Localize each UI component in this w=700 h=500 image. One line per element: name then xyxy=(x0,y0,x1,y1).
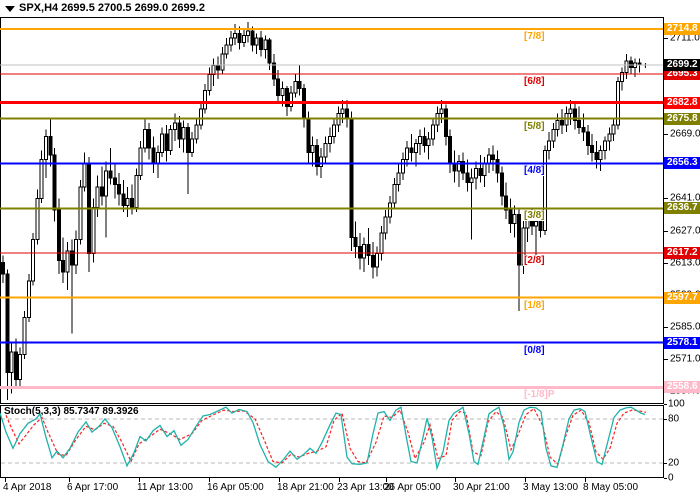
price-level-badge: 2558.6 xyxy=(664,381,700,394)
x-axis-tick-mark xyxy=(386,478,387,482)
x-axis-tick-label: 6 Apr 17:00 xyxy=(67,482,119,493)
murrey-level-label: [7/8] xyxy=(523,31,546,43)
price-level-badge: 2675.8 xyxy=(664,112,700,125)
price-level-badge: 2656.3 xyxy=(664,157,700,170)
y-axis-tick-label: 2613.0 xyxy=(670,257,700,269)
x-axis-tick-label: 8 May 05:00 xyxy=(583,482,639,493)
x-axis-tick-mark xyxy=(69,478,70,482)
stoch-scale-tick-mark xyxy=(664,477,667,479)
price-chart-canvas[interactable] xyxy=(0,17,664,404)
symbol-dropdown-icon[interactable] xyxy=(5,3,17,15)
stoch-scale-label: 20 xyxy=(668,457,680,469)
x-axis-tick-label: 26 Apr 05:00 xyxy=(384,482,441,493)
x-axis-tick-mark xyxy=(5,478,6,482)
y-axis-tick-mark xyxy=(664,262,668,264)
y-axis-tick-label: 2711.0 xyxy=(670,32,700,44)
current-price-badge: 2699.2 xyxy=(664,58,700,71)
x-axis-tick-label: 30 Apr 21:00 xyxy=(453,482,510,493)
murrey-level-label: [6/8] xyxy=(523,75,546,87)
y-axis-tick-mark xyxy=(664,134,668,136)
murrey-level-label: [4/8] xyxy=(523,165,546,177)
price-level-badge: 2714.8 xyxy=(664,23,700,36)
price-level-badge: 2617.2 xyxy=(664,246,700,259)
stoch-scale-tick-mark xyxy=(664,404,667,406)
murrey-level-label: [3/8] xyxy=(523,210,546,222)
price-level-badge: 2636.7 xyxy=(664,202,700,215)
stoch-scale-label: 0 xyxy=(668,472,674,484)
y-axis-tick-label: 2641.0 xyxy=(670,192,700,204)
murrey-level-label: [0/8] xyxy=(523,344,546,356)
murrey-level-label: [2/8] xyxy=(523,254,546,266)
price-level-badge: 2682.8 xyxy=(664,96,700,109)
y-axis-tick-label: 2627.0 xyxy=(670,225,700,237)
x-axis-tick-label: 16 Apr 05:00 xyxy=(207,482,264,493)
x-axis-tick-mark xyxy=(455,478,456,482)
x-axis-tick-label: 4 Apr 2018 xyxy=(3,482,52,493)
stoch-scale-tick-mark xyxy=(664,462,667,464)
stoch-scale-label: 80 xyxy=(668,413,680,425)
chart-title-bar: SPX,H4 2699.5 2700.5 2699.0 2699.2 xyxy=(0,0,700,17)
x-axis-tick-label: 11 Apr 13:00 xyxy=(137,482,193,493)
x-axis-tick-mark xyxy=(585,478,586,482)
x-axis-tick-label: 18 Apr 21:00 xyxy=(277,482,334,493)
x-axis-tick-mark xyxy=(139,478,140,482)
murrey-level-label: [-1/8]P xyxy=(523,389,556,401)
murrey-level-label: [1/8] xyxy=(523,299,546,311)
symbol-quote-title: SPX,H4 2699.5 2700.5 2699.0 2699.2 xyxy=(19,2,205,14)
y-axis-tick-label: 2571.0 xyxy=(670,353,700,365)
stoch-scale-tick-mark xyxy=(664,418,667,420)
price-level-badge: 2578.1 xyxy=(664,336,700,349)
y-axis-tick-mark xyxy=(664,198,668,200)
stochastic-indicator-label: Stoch(5,3,3) 85.7347 89.3926 xyxy=(4,406,139,417)
x-axis-tick-mark xyxy=(339,478,340,482)
y-axis-tick-mark xyxy=(664,326,668,328)
y-axis-tick-mark xyxy=(664,358,668,360)
y-axis-tick-mark xyxy=(664,230,668,232)
y-axis-tick-label: 2669.0 xyxy=(670,128,700,140)
stoch-scale-label: 100 xyxy=(668,398,685,410)
x-axis-tick-label: 23 Apr 13:00 xyxy=(337,482,394,493)
x-axis-tick-mark xyxy=(279,478,280,482)
y-axis-tick-label: 2585.0 xyxy=(670,321,700,333)
x-axis-tick-mark xyxy=(525,478,526,482)
murrey-level-label: [5/8] xyxy=(523,120,546,132)
x-axis-tick-mark xyxy=(209,478,210,482)
y-axis-tick-mark xyxy=(664,37,668,39)
x-axis-tick-label: 3 May 13:00 xyxy=(523,482,579,493)
price-level-badge: 2597.7 xyxy=(664,291,700,304)
